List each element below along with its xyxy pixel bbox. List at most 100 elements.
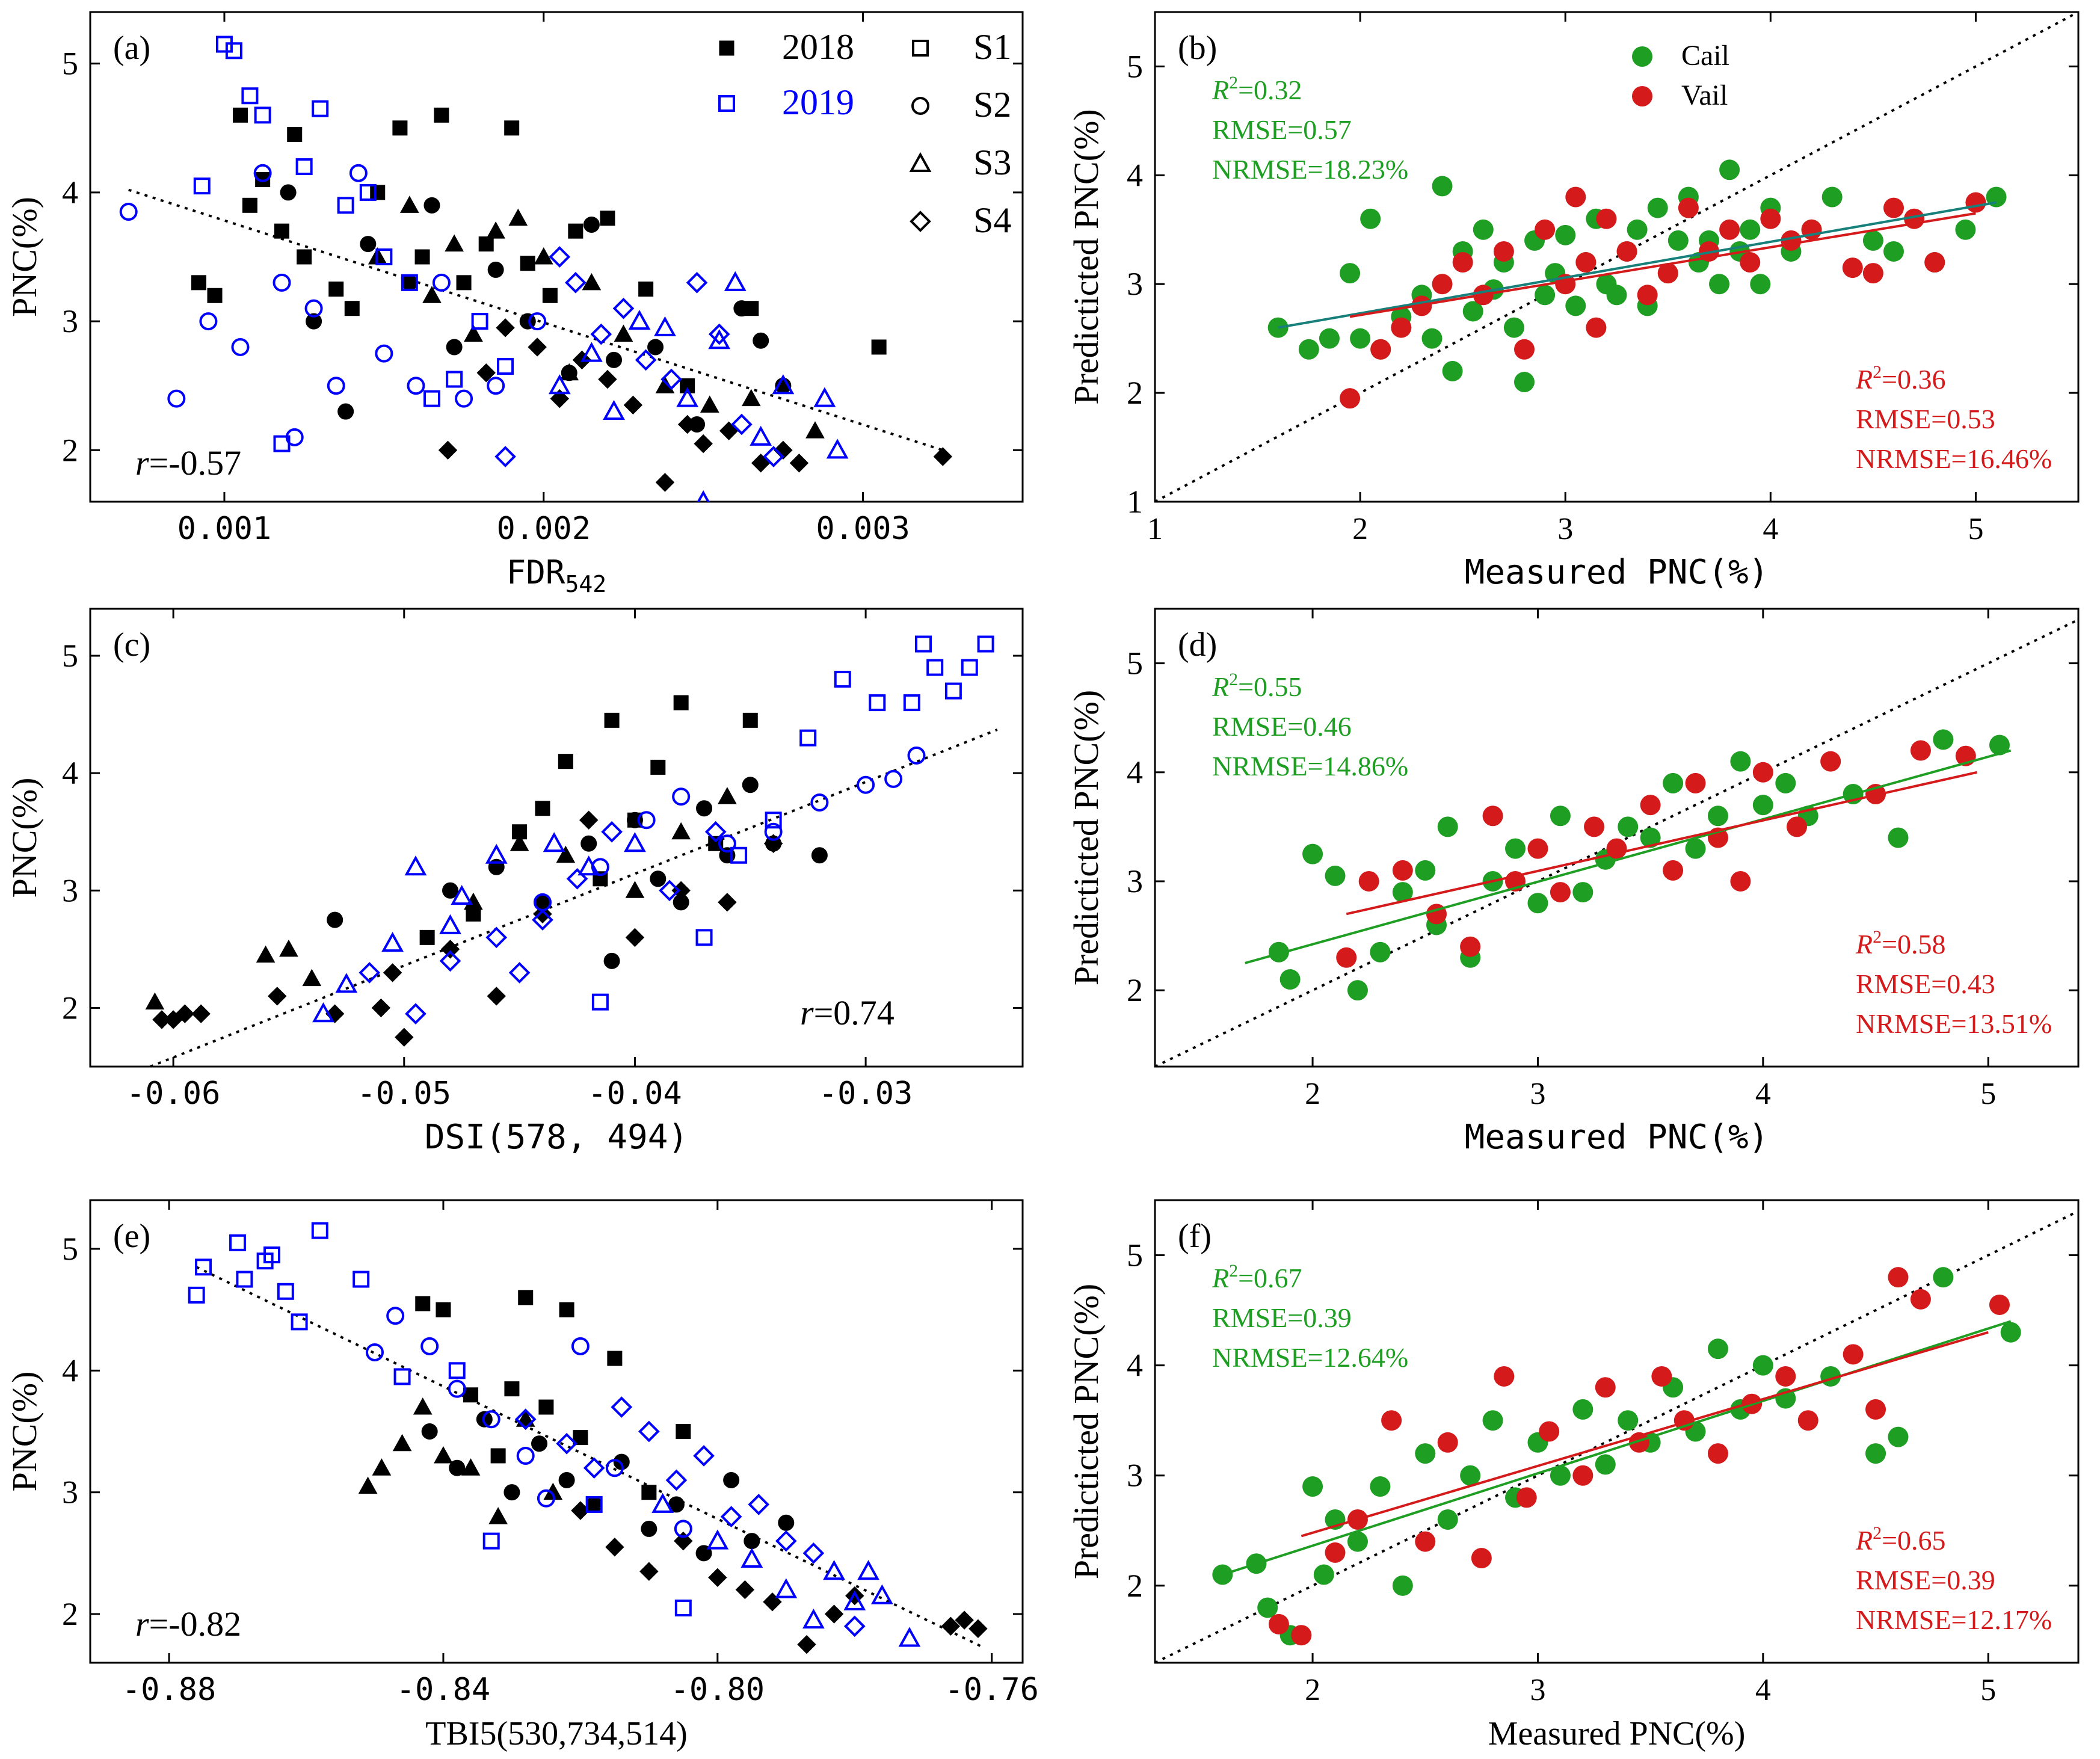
data-point: [1452, 252, 1473, 273]
x-tick-label: 5: [1980, 1673, 1996, 1707]
data-point: [448, 1362, 466, 1379]
data-point: [504, 1381, 520, 1397]
data-point: [944, 682, 962, 700]
rmse-label: RMSE=0.39: [1856, 1565, 1995, 1595]
data-point: [1572, 882, 1593, 903]
data-point: [741, 389, 761, 407]
data-point: [195, 1258, 212, 1276]
data-point: [654, 316, 676, 336]
data-point: [1565, 186, 1586, 208]
data-point: [607, 1351, 623, 1366]
x-axis-label: Measured PNC(%): [1488, 1715, 1746, 1752]
data-point: [693, 1445, 715, 1467]
data-point: [1572, 1399, 1593, 1420]
data-point: [280, 184, 297, 201]
data-point: [1473, 219, 1494, 240]
y-tick-label: 3: [1127, 1458, 1143, 1494]
data-point: [434, 1446, 453, 1464]
data-point: [1663, 772, 1684, 793]
data-point: [1462, 301, 1483, 322]
data-point: [857, 1560, 879, 1580]
data-point: [297, 249, 312, 265]
data-point: [543, 832, 565, 852]
data-point: [254, 106, 271, 124]
series-2018-S1: [191, 107, 887, 393]
data-point: [1719, 159, 1740, 180]
data-point: [750, 425, 772, 446]
data-point: [605, 1459, 624, 1477]
data-point: [471, 313, 488, 330]
data-point: [1657, 263, 1678, 284]
y-tick-label: 2: [62, 432, 78, 468]
data-point: [504, 120, 520, 136]
data-point: [843, 1615, 866, 1637]
data-point: [1347, 1531, 1368, 1552]
data-point: [1482, 806, 1503, 827]
data-point: [600, 211, 615, 226]
series-2018-S2: [421, 1411, 795, 1562]
data-point: [583, 1457, 605, 1479]
data-point: [753, 332, 769, 349]
panel-f: 2 3 4 5 2 3 4 5 Predicticted PNC(%) Measured PNC(…: [1067, 1199, 2080, 1752]
data-point: [285, 428, 304, 446]
axes-frame: [89, 11, 1024, 503]
data-point: [1391, 317, 1412, 338]
data-point: [386, 1307, 405, 1325]
data-point: [1527, 838, 1548, 859]
panel-b: 1 2 3 4 5 1 2 3 4 5 Predicticted PNC(%) Measured PN…: [1067, 11, 2080, 592]
data-point: [624, 832, 646, 852]
data-point: [1707, 1443, 1728, 1464]
data-point: [1667, 230, 1689, 251]
data-point: [1883, 197, 1904, 218]
series-2019-S3: [548, 271, 849, 502]
x-tick-label: 2: [1305, 1077, 1320, 1111]
y-tick-label: 5: [1127, 645, 1143, 682]
data-point: [941, 1616, 961, 1636]
plot-area: [1155, 618, 2078, 1067]
data-point: [537, 1489, 555, 1508]
data-point: [566, 867, 588, 890]
data-point: [337, 403, 354, 420]
data-point: [742, 712, 758, 728]
data-point: [1965, 192, 1986, 213]
data-point: [365, 1343, 384, 1361]
y-tick-label: 3: [1127, 266, 1143, 302]
data-point: [1821, 186, 1843, 208]
x-tick-label: 4: [1755, 1077, 1771, 1111]
data-point: [582, 273, 602, 291]
data-point: [719, 421, 739, 440]
data-point: [898, 1627, 921, 1647]
series-2019-S4: [514, 1396, 866, 1637]
trend-line: [196, 1266, 986, 1650]
legend-label: Cail: [1681, 40, 1729, 72]
r2-label: R2=0.32: [1212, 73, 1302, 105]
data-point: [1760, 208, 1781, 229]
data-point: [542, 288, 558, 303]
y-tick-label: 2: [1127, 972, 1143, 1008]
data-point: [393, 1368, 411, 1385]
correlation-annotation: r=-0.82: [135, 1604, 241, 1643]
data-point: [961, 659, 978, 676]
series-2019-S2: [119, 164, 547, 446]
y-tick-label: 4: [1127, 754, 1143, 790]
data-point: [405, 1003, 426, 1025]
data-point: [236, 1271, 253, 1288]
legend-marker: [911, 97, 929, 115]
data-point: [440, 940, 460, 959]
data-point: [603, 952, 620, 969]
data-point: [1291, 1625, 1312, 1646]
data-point: [731, 413, 753, 436]
data-point: [119, 203, 138, 221]
fit-line-cal: [1245, 749, 2012, 964]
data-point: [1319, 328, 1340, 349]
y-tick-label: 2: [1127, 375, 1143, 411]
nrmse-label: NRMSE=12.17%: [1856, 1604, 2052, 1635]
data-point: [843, 1590, 866, 1610]
data-point: [1775, 1366, 1796, 1387]
data-point: [556, 845, 576, 863]
data-point: [718, 893, 737, 912]
data-point: [810, 793, 829, 812]
series-2018-S4: [152, 810, 783, 1047]
legend-marker: [1632, 46, 1652, 67]
nrmse-label: NRMSE=14.86%: [1212, 751, 1408, 781]
